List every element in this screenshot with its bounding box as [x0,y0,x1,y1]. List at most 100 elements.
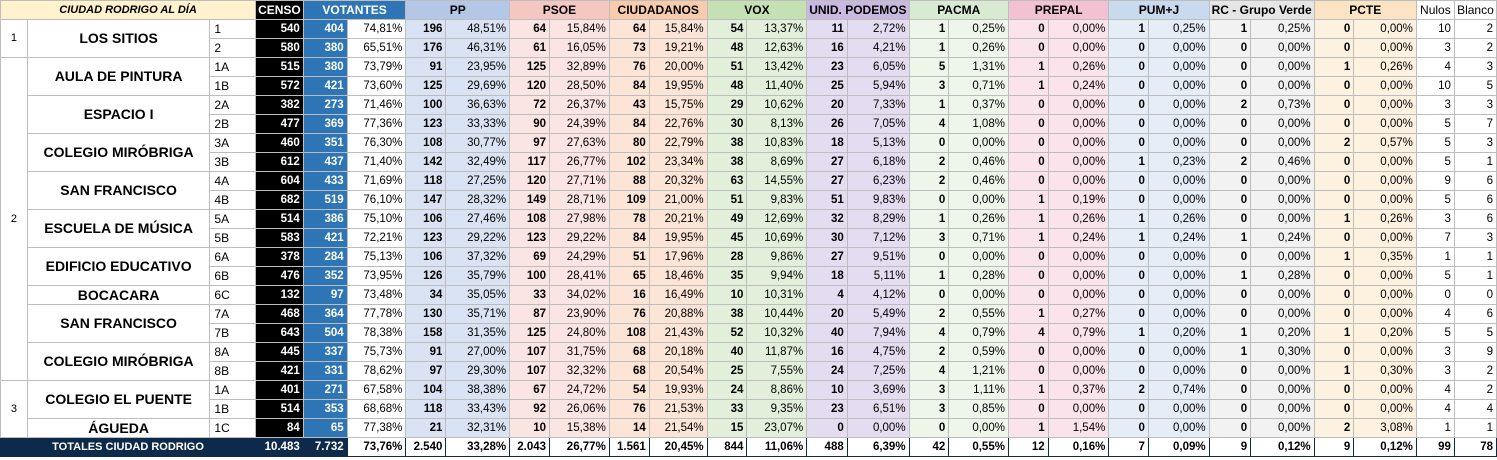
party-pct-rc: 0,00% [1250,171,1315,191]
party-pct-vox: 8,86% [746,380,808,400]
party-votes-rc: 0 [1208,209,1252,229]
party-votes-pum: 2 [1108,380,1149,400]
party-pct-up: 6,05% [846,57,910,77]
party-votes-vox: 48 [706,76,748,96]
party-votes-psoe: 120 [509,171,551,191]
party-votes-vox: 29 [706,95,748,115]
blanco-header: Blanco [1453,0,1497,20]
party-votes-vox: 51 [706,57,748,77]
votantes-value: 364 [302,304,348,324]
turnout-pct: 65,51% [346,38,407,58]
polling-place-name: COLEGIO MIRÓBRIGA [26,133,211,172]
party-votes-pcte: 2 [1313,133,1355,153]
censo-value: 460 [255,133,304,153]
party-pct-up: 3,69% [846,380,910,400]
totals-pct-pum: 0,09% [1147,437,1210,457]
party-pct-rc: 0,00% [1250,38,1315,58]
party-pct-cs: 17,96% [648,247,708,267]
party-pct-pacma: 0,37% [948,95,1009,115]
party-votes-pcte: 0 [1313,342,1355,362]
party-votes-pcte: 0 [1313,228,1355,248]
party-votes-prepal: 1 [1007,57,1049,77]
party-votes-prepal: 1 [1007,304,1049,324]
party-votes-cs: 80 [608,133,650,153]
party-votes-vox: 40 [706,342,748,362]
party-votes-psoe: 125 [509,323,551,343]
party-pct-rc: 0,00% [1250,399,1315,419]
party-votes-pp: 123 [405,228,447,248]
party-votes-psoe: 90 [509,114,551,134]
party-pct-pp: 33,33% [445,114,511,134]
party-votes-cs: 51 [608,247,650,267]
blanco-value: 3 [1453,57,1497,77]
blanco-value: 2 [1453,38,1497,58]
party-pct-cs: 20,54% [648,361,708,381]
totals-pct-psoe: 26,77% [549,437,610,457]
party-pct-up: 6,18% [846,152,910,172]
party-header-prepal: PREPAL [1007,0,1110,20]
table-row: 2B 477 369 77,36% 123 33,33% 90 24,39% 84 22,76% 3… [1,114,1497,134]
party-votes-up: 27 [806,171,848,191]
party-votes-rc: 0 [1208,247,1252,267]
party-votes-rc: 1 [1208,342,1252,362]
party-pct-up: 7,25% [846,361,910,381]
party-pct-psoe: 32,89% [549,57,610,77]
votantes-value: 369 [302,114,348,134]
table-row: 3 COLEGIO EL PUENTE 1A 401 271 67,58% 104 38,38… [0,380,1497,438]
votantes-value: 404 [302,19,348,39]
table-row: 2 580 380 65,51% 176 46,31% 61 16,05% 73 19,21% 48… [1,38,1497,58]
party-pct-up: 7,94% [846,323,910,343]
party-votes-prepal: 0 [1007,285,1049,305]
party-votes-vox: 63 [706,171,748,191]
blanco-value: 6 [1453,304,1497,324]
party-votes-psoe: 120 [509,76,551,96]
party-pct-pacma: 0,00% [948,133,1009,153]
party-votes-pcte: 0 [1313,19,1355,39]
party-votes-pum: 0 [1108,190,1149,210]
party-votes-psoe: 108 [509,209,551,229]
totals-pct-pacma: 0,55% [948,437,1009,457]
nulos-value: 5 [1415,133,1455,153]
party-votes-pacma: 4 [908,361,950,381]
party-votes-up: 23 [806,399,848,419]
party-votes-pum: 0 [1108,418,1149,438]
party-votes-pum: 0 [1108,399,1149,419]
nulos-value: 5 [1415,114,1455,134]
table-row: 6B 476 352 73,95% 126 35,79% 100 28,41% 65 18,46%… [1,266,1497,286]
party-header-vox: VOX [706,0,808,20]
party-votes-pp: 142 [405,152,447,172]
votantes-value: 421 [302,76,348,96]
party-votes-vox: 45 [706,228,748,248]
party-pct-rc: 0,00% [1250,114,1315,134]
totals-votes-up: 488 [806,437,848,457]
party-pct-pp: 27,46% [445,209,511,229]
censo-header: CENSO [255,0,304,20]
party-pct-vox: 7,55% [746,361,808,381]
party-votes-pcte: 0 [1313,266,1355,286]
party-votes-psoe: 125 [509,57,551,77]
party-votes-rc: 0 [1208,133,1252,153]
votantes-value: 386 [302,209,348,229]
party-votes-up: 18 [806,266,848,286]
party-pct-prepal: 1,54% [1047,418,1110,438]
party-pct-psoe: 16,05% [549,38,610,58]
party-votes-vox: 30 [706,114,748,134]
totals-votes-psoe: 2.043 [509,437,551,457]
table-row: 5B 583 421 72,21% 123 29,22% 123 29,22% 84 19,95%… [1,228,1497,248]
censo-value: 540 [255,19,304,39]
nulos-value: 5 [1415,190,1455,210]
party-pct-up: 4,75% [846,342,910,362]
party-pct-pacma: 0,26% [948,209,1009,229]
party-pct-pp: 48,51% [445,19,511,39]
party-votes-vox: 38 [706,304,748,324]
party-votes-pacma: 2 [908,152,950,172]
party-pct-pp: 23,95% [445,57,511,77]
party-votes-pp: 130 [405,304,447,324]
party-pct-pcte: 0,57% [1353,133,1417,153]
party-votes-pp: 125 [405,76,447,96]
party-votes-vox: 54 [706,19,748,39]
party-votes-pacma: 0 [908,247,950,267]
party-pct-rc: 0,00% [1250,247,1315,267]
polling-place-name: COLEGIO MIRÓBRIGA [26,342,211,381]
party-votes-cs: 76 [608,304,650,324]
